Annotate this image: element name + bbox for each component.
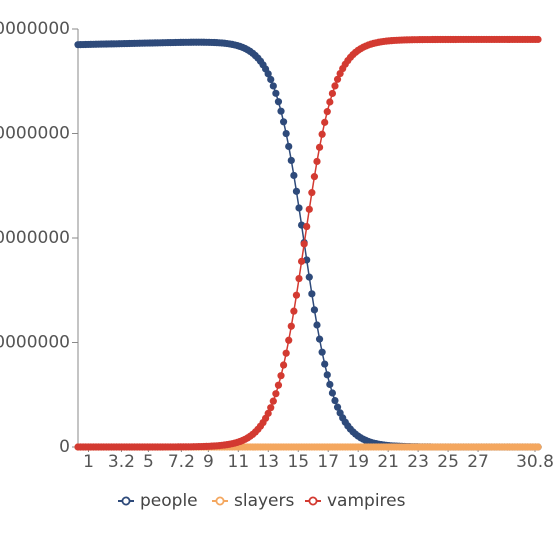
data-point-people	[274, 98, 283, 106]
data-point-people	[318, 348, 326, 356]
data-point-people	[269, 82, 277, 90]
x-tick-label: 11	[228, 452, 250, 472]
x-tick-label: 25	[437, 452, 459, 472]
data-point-vampires	[269, 397, 277, 405]
data-point-people	[264, 70, 272, 78]
legend-label-vampires: vampires	[327, 491, 406, 511]
data-point-people	[290, 171, 298, 180]
data-point-vampires	[300, 240, 308, 248]
data-point-people	[308, 290, 316, 298]
data-point-vampires	[315, 143, 324, 151]
data-point-vampires	[328, 89, 337, 98]
data-point-slayers	[534, 443, 542, 451]
data-point-people	[272, 89, 280, 97]
legend-marker-dot	[308, 496, 318, 506]
data-point-people	[315, 335, 324, 343]
x-tick-label: 17	[317, 452, 339, 472]
data-point-vampires	[333, 75, 342, 83]
x-tick-label: 30.8	[516, 452, 554, 472]
data-point-vampires	[267, 404, 275, 412]
data-point-people	[326, 380, 334, 389]
data-point-vampires	[308, 189, 316, 197]
data-point-vampires	[321, 118, 329, 126]
y-tick-label: 6000000000	[0, 124, 70, 144]
data-point-vampires	[313, 157, 321, 166]
data-point-people	[305, 273, 313, 281]
data-point-vampires	[305, 205, 313, 213]
data-point-people	[277, 107, 285, 115]
data-point-people	[323, 371, 331, 379]
data-point-vampires	[279, 361, 288, 369]
data-point-vampires	[326, 98, 334, 106]
x-tick-label: 13	[257, 452, 279, 472]
data-point-people	[267, 75, 275, 84]
x-tick-label: 21	[377, 452, 399, 472]
legend-marker-dot	[121, 496, 131, 506]
data-point-people	[333, 403, 342, 411]
x-tick-label: 19	[347, 452, 369, 472]
data-point-people	[295, 204, 303, 212]
data-point-people	[287, 156, 295, 165]
data-point-vampires	[303, 222, 311, 231]
y-tick-label: 8000000000	[0, 19, 70, 39]
data-point-vampires	[264, 409, 272, 417]
data-point-people	[285, 142, 293, 151]
data-point-vampires	[272, 390, 280, 398]
data-point-people	[310, 306, 319, 314]
data-point-vampires	[282, 349, 290, 357]
x-tick-label: 15	[287, 452, 309, 472]
x-tick-label: 9	[203, 452, 214, 472]
data-point-people	[321, 360, 329, 368]
data-point-vampires	[290, 307, 298, 315]
data-point-vampires	[323, 108, 331, 116]
x-tick-label: 3.2	[108, 452, 135, 472]
data-point-vampires	[285, 336, 293, 344]
data-point-people	[328, 389, 337, 397]
legend-label-slayers: slayers	[234, 491, 295, 511]
x-tick-label: 5	[143, 452, 154, 472]
legend-label-people: people	[140, 491, 198, 511]
data-point-vampires	[297, 257, 306, 265]
data-point-vampires	[277, 372, 285, 380]
data-point-people	[292, 187, 301, 195]
data-point-vampires	[287, 322, 295, 330]
y-tick-label: 0	[59, 437, 70, 457]
data-point-vampires	[534, 35, 542, 44]
data-point-people	[282, 129, 290, 138]
y-tick-label: 4000000000	[0, 228, 70, 248]
x-tick-label: 23	[407, 452, 429, 472]
series-line-people	[77, 41, 538, 448]
data-point-people	[279, 118, 288, 126]
data-point-vampires	[292, 291, 301, 299]
data-point-vampires	[274, 381, 283, 389]
data-point-vampires	[318, 130, 326, 138]
series-line-vampires	[78, 38, 538, 448]
data-point-vampires	[331, 82, 339, 90]
legend-marker-dot	[215, 496, 225, 506]
data-point-people	[331, 396, 339, 405]
data-point-vampires	[295, 274, 303, 283]
x-tick-label: 1	[83, 452, 94, 472]
x-tick-label: 27	[467, 452, 489, 472]
y-tick-label: 2000000000	[0, 333, 70, 353]
data-point-people	[313, 321, 321, 329]
data-point-vampires	[310, 173, 319, 181]
x-tick-label: 7.2	[168, 452, 195, 472]
